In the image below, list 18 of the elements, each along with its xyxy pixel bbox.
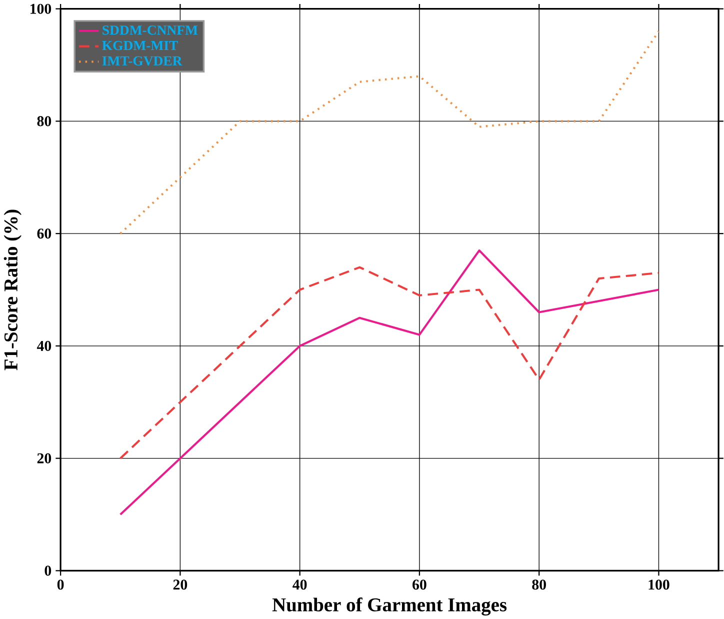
- x-tick-label: 40: [292, 579, 307, 590]
- y-tick-label: 0: [44, 566, 52, 576]
- x-tick-label: 100: [648, 579, 670, 590]
- y-axis-title: F1-Score Ratio (%): [4, 210, 22, 370]
- y-tick-label: 40: [36, 340, 52, 351]
- y-tick-label: 80: [37, 116, 52, 126]
- x-tick-label: 80: [532, 579, 546, 590]
- x-tick-label: 60: [412, 579, 426, 590]
- x-tick-label: 20: [173, 579, 188, 590]
- legend-label: KGDM-MIT: [102, 40, 178, 50]
- line-series: [119, 249, 660, 516]
- legend-label: SDDM-CNNFM: [102, 25, 198, 35]
- y-tick-label: 100: [30, 4, 52, 14]
- y-tick-label: 60: [37, 228, 52, 238]
- x-tick-label: 0: [57, 579, 64, 590]
- legend-label: IMT-GVDER: [102, 56, 182, 66]
- x-axis-title: Number of Garment Images: [272, 597, 507, 616]
- y-tick-label: 20: [37, 453, 52, 464]
